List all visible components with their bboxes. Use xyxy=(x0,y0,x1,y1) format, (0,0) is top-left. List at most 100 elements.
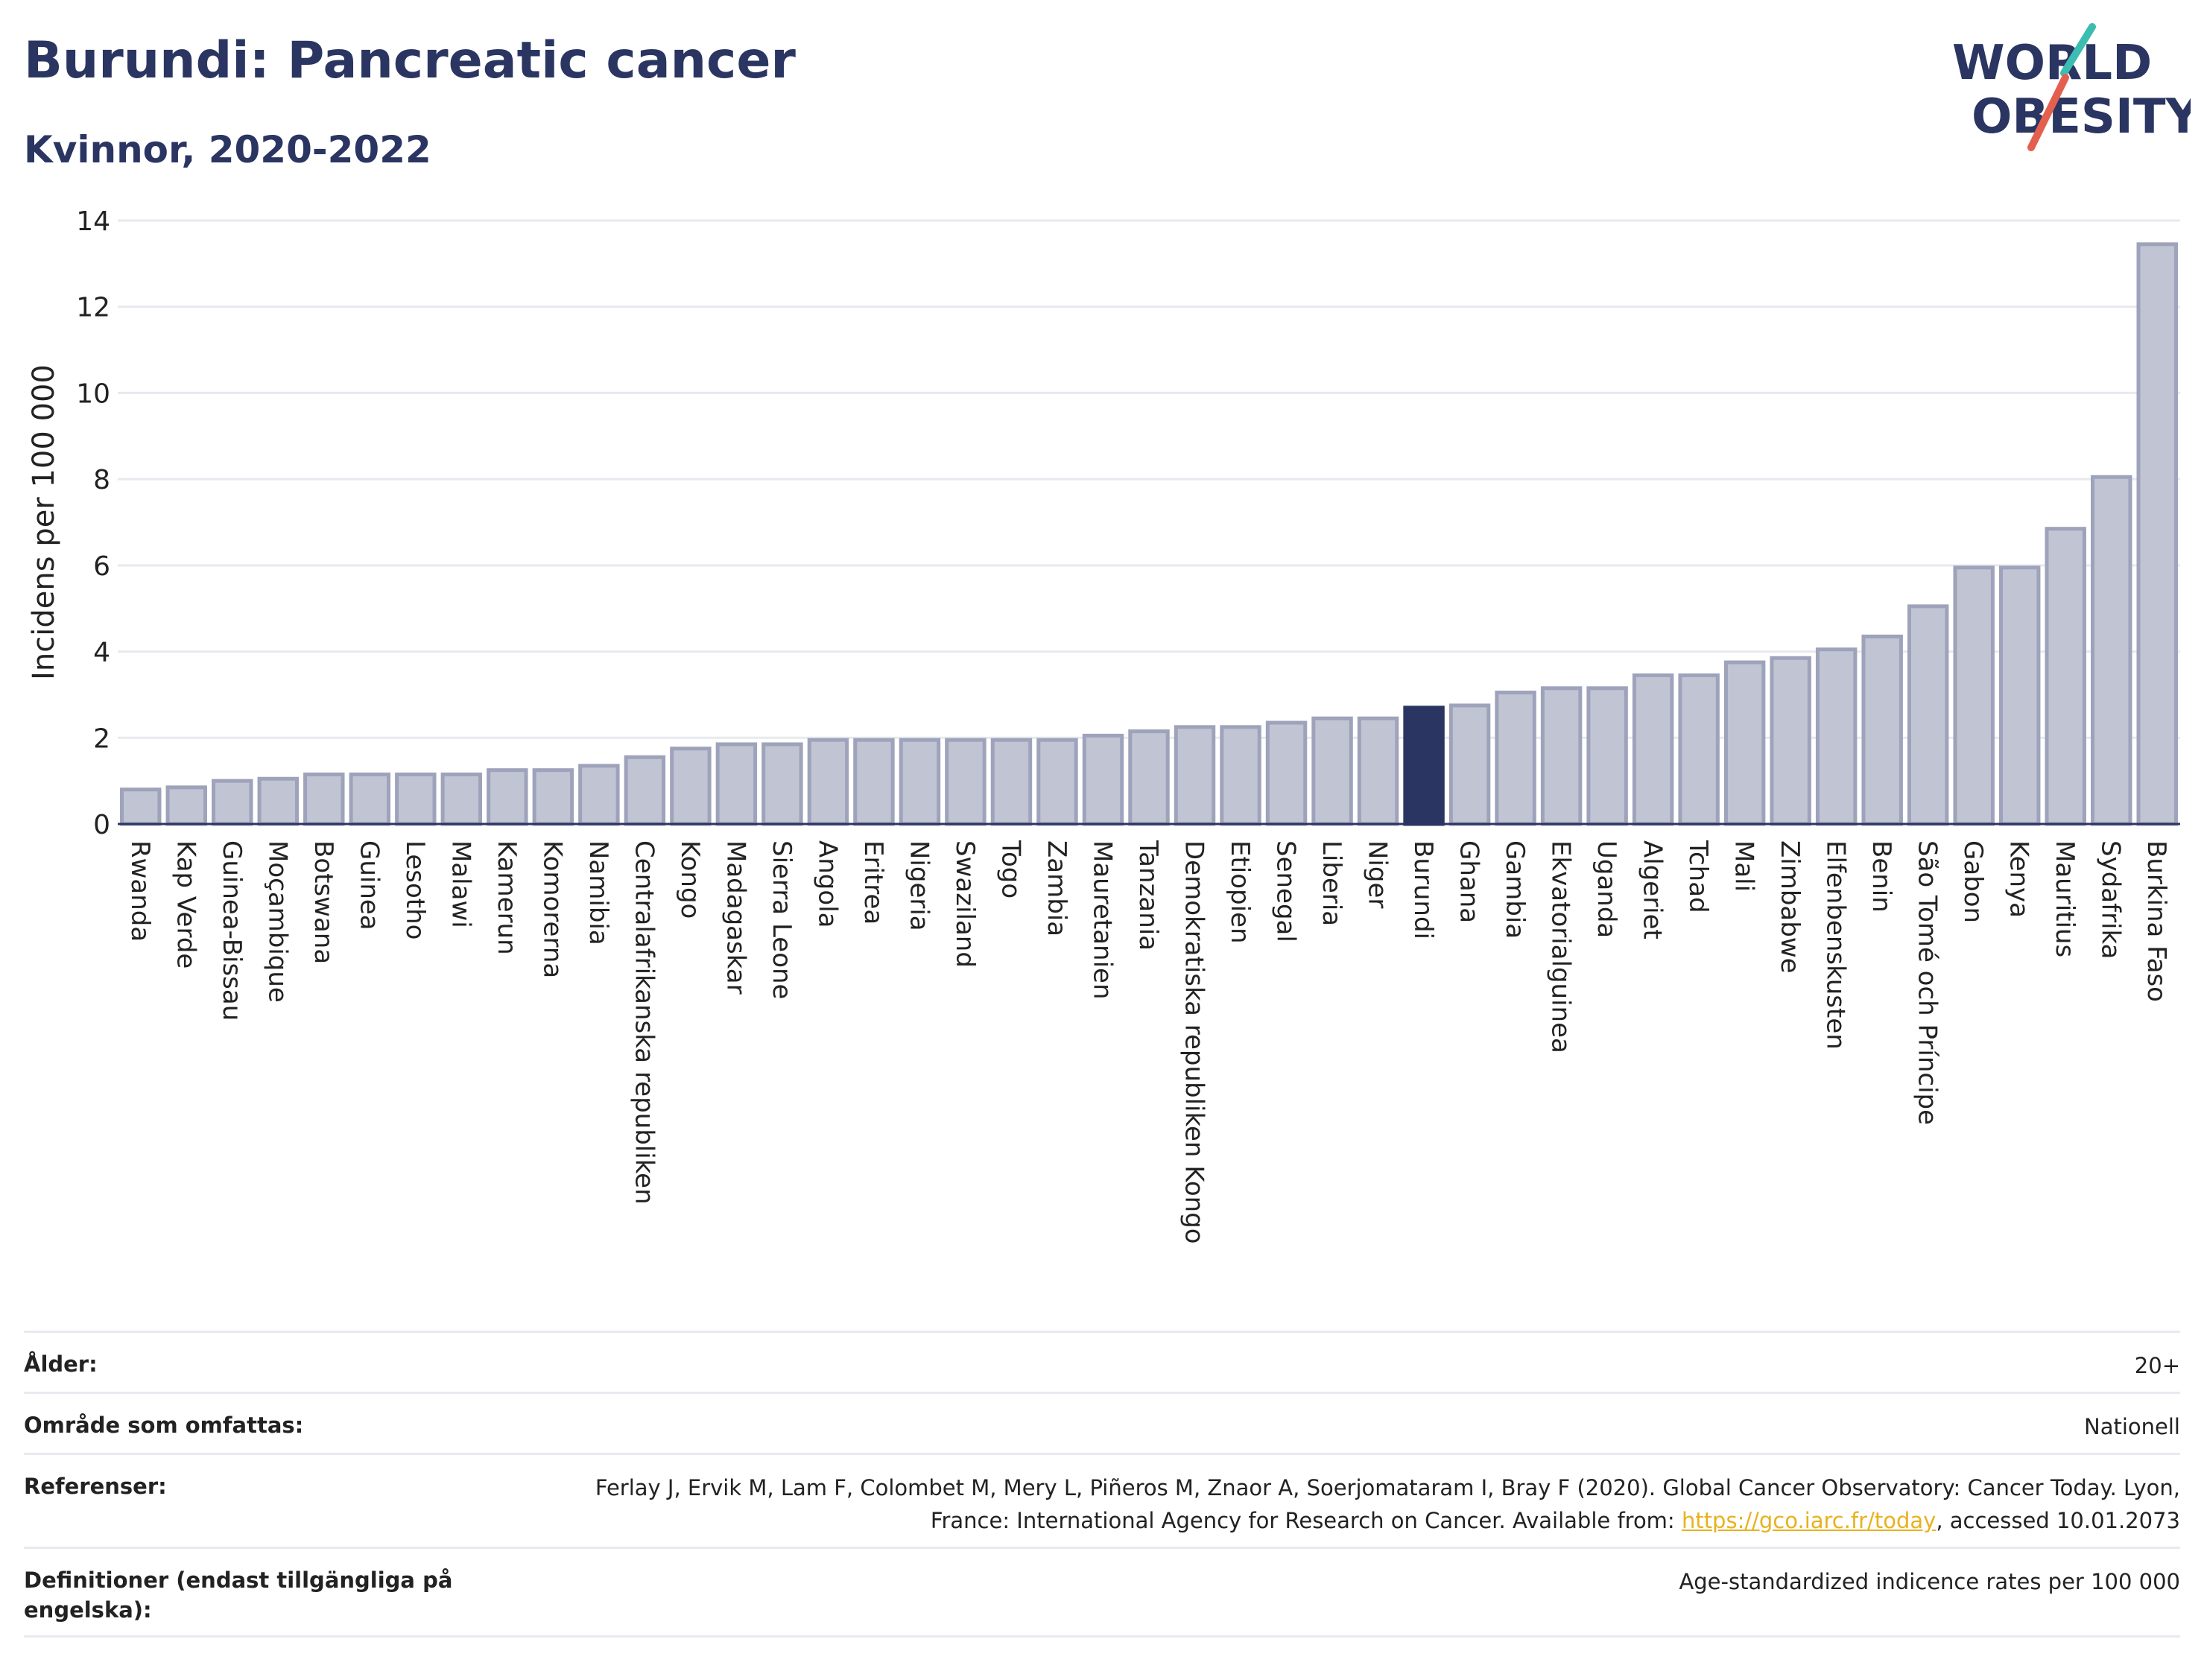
y-tick-label: 8 xyxy=(93,465,110,495)
reference-link[interactable]: https://gco.iarc.fr/today xyxy=(1681,1508,1937,1533)
x-tick-label: Moçambique xyxy=(262,840,292,1003)
x-tick-label: Angola xyxy=(812,840,842,928)
y-tick-label: 2 xyxy=(93,723,110,754)
x-tick-label: Komorerna xyxy=(537,840,567,978)
bar xyxy=(761,742,803,826)
meta-label-age: Ålder: xyxy=(24,1351,98,1377)
bar xyxy=(1265,720,1308,826)
x-tick-label: Burundi xyxy=(1408,840,1438,939)
x-tick-label: Botswana xyxy=(308,840,338,964)
bar xyxy=(395,772,437,826)
reference-accessed: , accessed 10.01.2073 xyxy=(1936,1508,2180,1533)
logo-slash-teal xyxy=(2060,23,2096,77)
y-tick-label: 10 xyxy=(76,378,110,409)
x-tick-label: Benin xyxy=(1866,840,1896,913)
bar xyxy=(2091,475,2132,826)
y-tick-label: 12 xyxy=(76,293,110,323)
bar xyxy=(1220,725,1261,826)
chart-subtitle: Kvinnor, 2020-2022 xyxy=(24,128,431,171)
bar xyxy=(853,738,895,826)
meta-row-area: Område som omfattas: Nationell xyxy=(24,1392,2180,1453)
x-tick-label: Tchad xyxy=(1683,840,1713,913)
x-tick-label: Eritrea xyxy=(858,840,888,925)
bar xyxy=(578,764,620,826)
meta-label-references: Referenser: xyxy=(24,1474,167,1499)
bar xyxy=(1448,703,1491,826)
x-tick-label: Lesotho xyxy=(400,840,430,939)
bar xyxy=(487,768,528,826)
bar xyxy=(807,738,849,826)
bar xyxy=(624,755,666,826)
bar xyxy=(349,772,391,826)
x-tick-label: Demokratiska republiken Kongo xyxy=(1179,840,1209,1244)
bar xyxy=(1998,565,2041,826)
logo-word-obesity: OBESITY xyxy=(1972,89,2191,145)
x-tick-label: Mauritius xyxy=(2050,840,2080,957)
bar xyxy=(1815,647,1858,826)
x-tick-label: Kap Verde xyxy=(171,840,200,969)
meta-label-definitions: Definitioner (endast tillgängliga på eng… xyxy=(24,1568,453,1623)
bar xyxy=(1082,733,1124,826)
bar xyxy=(990,738,1033,826)
x-tick-label: Burkina Faso xyxy=(2141,840,2171,1002)
x-tick-label: Malawi xyxy=(446,840,475,928)
x-tick-label: São Tomé och Príncipe xyxy=(1913,840,1942,1125)
x-tick-label: Kongo xyxy=(675,840,705,919)
bar xyxy=(2136,242,2178,826)
bar xyxy=(899,738,941,826)
y-tick-label: 14 xyxy=(76,206,110,237)
bar xyxy=(165,785,207,826)
bar xyxy=(1632,673,1674,826)
chart-title: Burundi: Pancreatic cancer xyxy=(24,31,796,90)
x-tick-label: Sydafrika xyxy=(2096,840,2126,959)
x-tick-label: Sierra Leone xyxy=(767,840,797,999)
meta-value-age: 20+ xyxy=(2134,1353,2180,1378)
y-tick-label: 4 xyxy=(93,638,110,668)
bar xyxy=(1036,738,1078,826)
x-tick-label: Mauretanien xyxy=(1087,840,1117,1000)
bar-chart: 0 2 4 6 8 10 12 14 Rwanda Kap Verde Guinea-Bissau… xyxy=(27,206,2180,1244)
x-tick-label: Gambia xyxy=(1500,840,1530,939)
bar xyxy=(303,772,345,826)
x-tick-label: Elfenbenskusten xyxy=(1821,840,1851,1050)
bar xyxy=(1723,660,1766,826)
bar xyxy=(670,747,712,826)
bar xyxy=(1861,634,1903,826)
x-tick-label: Tanzania xyxy=(1133,840,1163,951)
bar xyxy=(1128,729,1170,826)
x-tick-label: Guinea xyxy=(354,840,384,931)
x-tick-label: Niger xyxy=(1363,840,1393,908)
x-tick-label: Nigeria xyxy=(904,840,934,931)
x-tick-label: Madagaskar xyxy=(721,840,750,995)
bar xyxy=(945,738,987,826)
x-axis-tick-labels: Rwanda Kap Verde Guinea-Bissau Moçambique Bo… xyxy=(125,840,2171,1244)
x-tick-label: Guinea-Bissau xyxy=(217,840,247,1021)
x-tick-label: Algeriet xyxy=(1638,840,1668,939)
bar xyxy=(1540,686,1583,826)
reference-text: Ferlay J, Ervik M, Lam F, Colombet M, Me… xyxy=(595,1475,2180,1533)
x-tick-label: Kamerun xyxy=(492,840,522,955)
x-tick-label: Ghana xyxy=(1454,840,1484,923)
y-axis-ticks: 0 2 4 6 8 10 12 14 xyxy=(76,206,110,840)
x-tick-label: Liberia xyxy=(1317,840,1346,926)
bar xyxy=(1770,656,1811,826)
x-tick-label: Zimbabwe xyxy=(1775,840,1805,974)
x-tick-label: Namibia xyxy=(583,840,613,945)
bar xyxy=(1678,673,1720,826)
bar xyxy=(1953,565,1995,826)
x-tick-label: Senegal xyxy=(1271,840,1301,942)
metadata-table: Ålder: 20+ Område som omfattas: Nationel… xyxy=(24,1331,2180,1638)
x-tick-label: Zambia xyxy=(1042,840,1071,936)
x-tick-label: Etiopien xyxy=(1225,840,1255,944)
bar xyxy=(2045,527,2086,826)
meta-row-references: Referenser: Ferlay J, Ervik M, Lam F, Co… xyxy=(24,1453,2180,1547)
meta-row-definitions: Definitioner (endast tillgängliga på eng… xyxy=(24,1547,2180,1638)
bar xyxy=(1495,691,1536,826)
y-tick-label: 0 xyxy=(93,810,110,840)
bar xyxy=(532,768,574,826)
meta-value-area: Nationell xyxy=(2084,1414,2180,1439)
bar xyxy=(120,787,162,826)
x-tick-label: Centralafrikanska republiken xyxy=(629,840,659,1205)
x-tick-label: Kenya xyxy=(2004,840,2034,918)
y-tick-label: 6 xyxy=(93,551,110,582)
